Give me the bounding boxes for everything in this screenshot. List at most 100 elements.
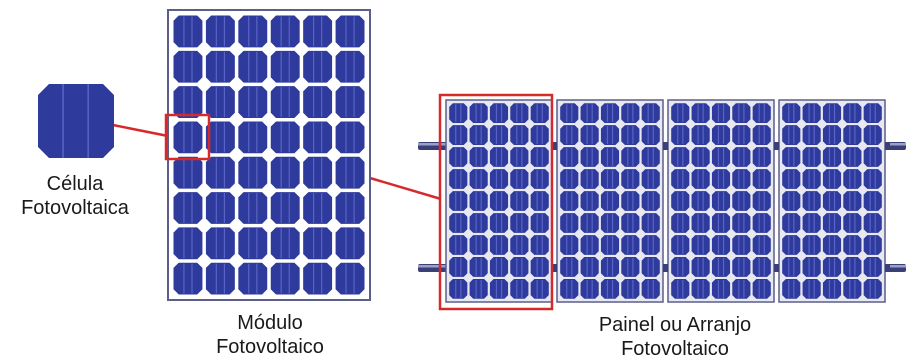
pv-cell bbox=[782, 279, 801, 299]
pv-cell bbox=[843, 235, 862, 255]
pv-cell bbox=[173, 86, 203, 118]
pv-cell bbox=[843, 169, 862, 189]
module-caption: Módulo Fotovoltaico bbox=[190, 311, 350, 359]
pv-cell bbox=[782, 169, 801, 189]
pv-cell bbox=[560, 191, 579, 211]
pv-cell bbox=[335, 156, 365, 189]
pv-cell bbox=[510, 147, 529, 167]
pv-cell bbox=[732, 257, 751, 277]
pv-cell bbox=[238, 262, 268, 295]
pv-cell bbox=[802, 125, 821, 145]
pv-cell bbox=[205, 86, 235, 118]
pv-cell bbox=[449, 213, 468, 233]
pv-cell bbox=[510, 191, 529, 211]
pv-cell bbox=[600, 213, 620, 233]
array-caption-line-1: Painel ou Arranjo bbox=[598, 314, 752, 336]
pv-cell bbox=[560, 213, 579, 233]
pv-cell bbox=[173, 121, 203, 154]
pv-cell bbox=[580, 103, 599, 123]
module-caption-line-2: Fotovoltaico bbox=[216, 336, 324, 358]
pv-cell bbox=[711, 147, 731, 167]
pv-cell bbox=[489, 147, 509, 167]
connector-lines bbox=[112, 123, 442, 201]
pv-cell bbox=[621, 125, 640, 145]
pv-cell bbox=[580, 213, 599, 233]
array-module-4 bbox=[778, 99, 886, 303]
pv-cell bbox=[711, 257, 731, 277]
pv-cell bbox=[238, 121, 268, 154]
pv-cell bbox=[205, 262, 235, 295]
pv-cell bbox=[335, 50, 365, 83]
pv-cell bbox=[782, 147, 801, 167]
pv-cell bbox=[303, 192, 333, 224]
pv-cell bbox=[469, 125, 488, 145]
pv-cell bbox=[711, 191, 731, 211]
pv-cell bbox=[469, 191, 488, 211]
pv-cell bbox=[449, 257, 468, 277]
pv-cell bbox=[335, 262, 365, 295]
pv-cell bbox=[752, 169, 771, 189]
pv-cell bbox=[863, 125, 882, 145]
pv-cell bbox=[671, 257, 690, 277]
pv-cell bbox=[732, 169, 751, 189]
pv-cell bbox=[489, 235, 509, 255]
pv-cell bbox=[782, 103, 801, 123]
cell-to-module-line bbox=[112, 123, 169, 138]
array-module-3 bbox=[667, 99, 775, 303]
pv-cell bbox=[560, 169, 579, 189]
pv-cell bbox=[205, 50, 235, 83]
pv-cell bbox=[732, 213, 751, 233]
pv-cell bbox=[469, 147, 488, 167]
array-module-highlight bbox=[438, 93, 554, 311]
pv-cell bbox=[530, 191, 549, 211]
pv-cell bbox=[449, 125, 468, 145]
pv-cell bbox=[335, 192, 365, 224]
solar-array-icon bbox=[445, 99, 890, 303]
pv-cell bbox=[822, 235, 842, 255]
pv-cell bbox=[580, 125, 599, 145]
pv-cell bbox=[173, 15, 203, 48]
pv-cell bbox=[469, 257, 488, 277]
pv-cell bbox=[711, 169, 731, 189]
pv-cell bbox=[621, 213, 640, 233]
pv-cell bbox=[621, 147, 640, 167]
pv-cell bbox=[303, 156, 333, 189]
pv-cell bbox=[489, 169, 509, 189]
pv-cell bbox=[560, 125, 579, 145]
module-caption-line-1: Módulo bbox=[237, 312, 303, 334]
pv-cell bbox=[205, 156, 235, 189]
pv-cell bbox=[303, 262, 333, 295]
pv-cell bbox=[560, 235, 579, 255]
pv-cell bbox=[238, 15, 268, 48]
pv-cell bbox=[205, 227, 235, 260]
solar-module-icon bbox=[167, 9, 371, 301]
pv-cell bbox=[752, 191, 771, 211]
pv-cell bbox=[782, 235, 801, 255]
pv-cell bbox=[173, 262, 203, 295]
pv-cell bbox=[335, 86, 365, 118]
pv-cell bbox=[469, 169, 488, 189]
pv-cell bbox=[732, 103, 751, 123]
cell-caption: Célula Fotovoltaica bbox=[0, 172, 150, 220]
pv-cell bbox=[641, 257, 660, 277]
pv-cell bbox=[530, 235, 549, 255]
pv-cell bbox=[621, 279, 640, 299]
pv-cell bbox=[752, 235, 771, 255]
pv-cell bbox=[530, 257, 549, 277]
pv-cell bbox=[782, 125, 801, 145]
pv-cell bbox=[238, 192, 268, 224]
pv-cell bbox=[671, 279, 690, 299]
pv-cell bbox=[530, 169, 549, 189]
module-cell-highlight bbox=[164, 113, 211, 161]
pv-cell bbox=[752, 257, 771, 277]
pv-cell bbox=[843, 279, 862, 299]
pv-cell bbox=[270, 262, 300, 295]
pv-cell bbox=[641, 235, 660, 255]
array-caption-line-2: Fotovoltaico bbox=[621, 338, 729, 360]
pv-cell bbox=[489, 103, 509, 123]
pv-cell bbox=[173, 156, 203, 189]
pv-cell bbox=[641, 279, 660, 299]
pv-cell bbox=[270, 227, 300, 260]
pv-cell bbox=[580, 191, 599, 211]
